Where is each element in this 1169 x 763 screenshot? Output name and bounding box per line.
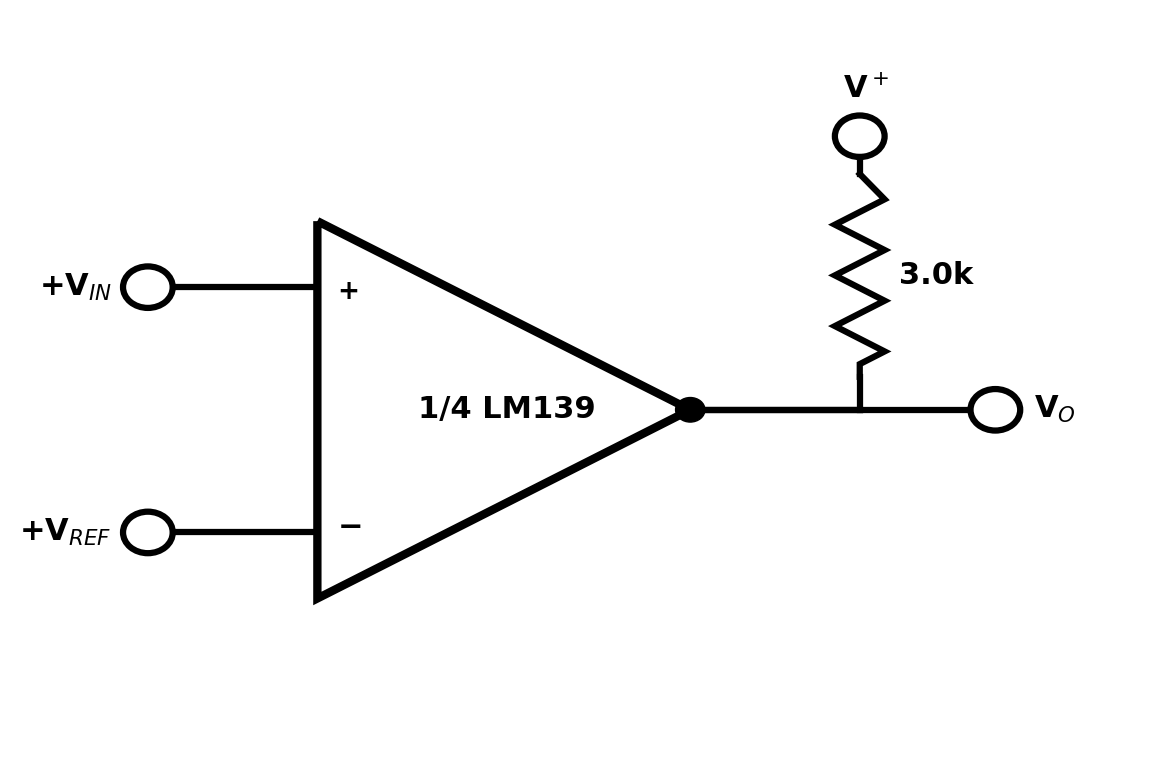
Text: +V$_{IN}$: +V$_{IN}$ xyxy=(39,272,112,303)
Text: −: − xyxy=(338,513,364,542)
Text: 3.0k: 3.0k xyxy=(899,261,974,290)
Text: +: + xyxy=(338,279,360,305)
Text: V$_O$: V$_O$ xyxy=(1033,394,1075,425)
Text: 1/4 LM139: 1/4 LM139 xyxy=(419,395,596,424)
Text: V$^+$: V$^+$ xyxy=(843,75,888,105)
Circle shape xyxy=(676,398,705,422)
Text: +V$_{REF}$: +V$_{REF}$ xyxy=(20,517,112,548)
